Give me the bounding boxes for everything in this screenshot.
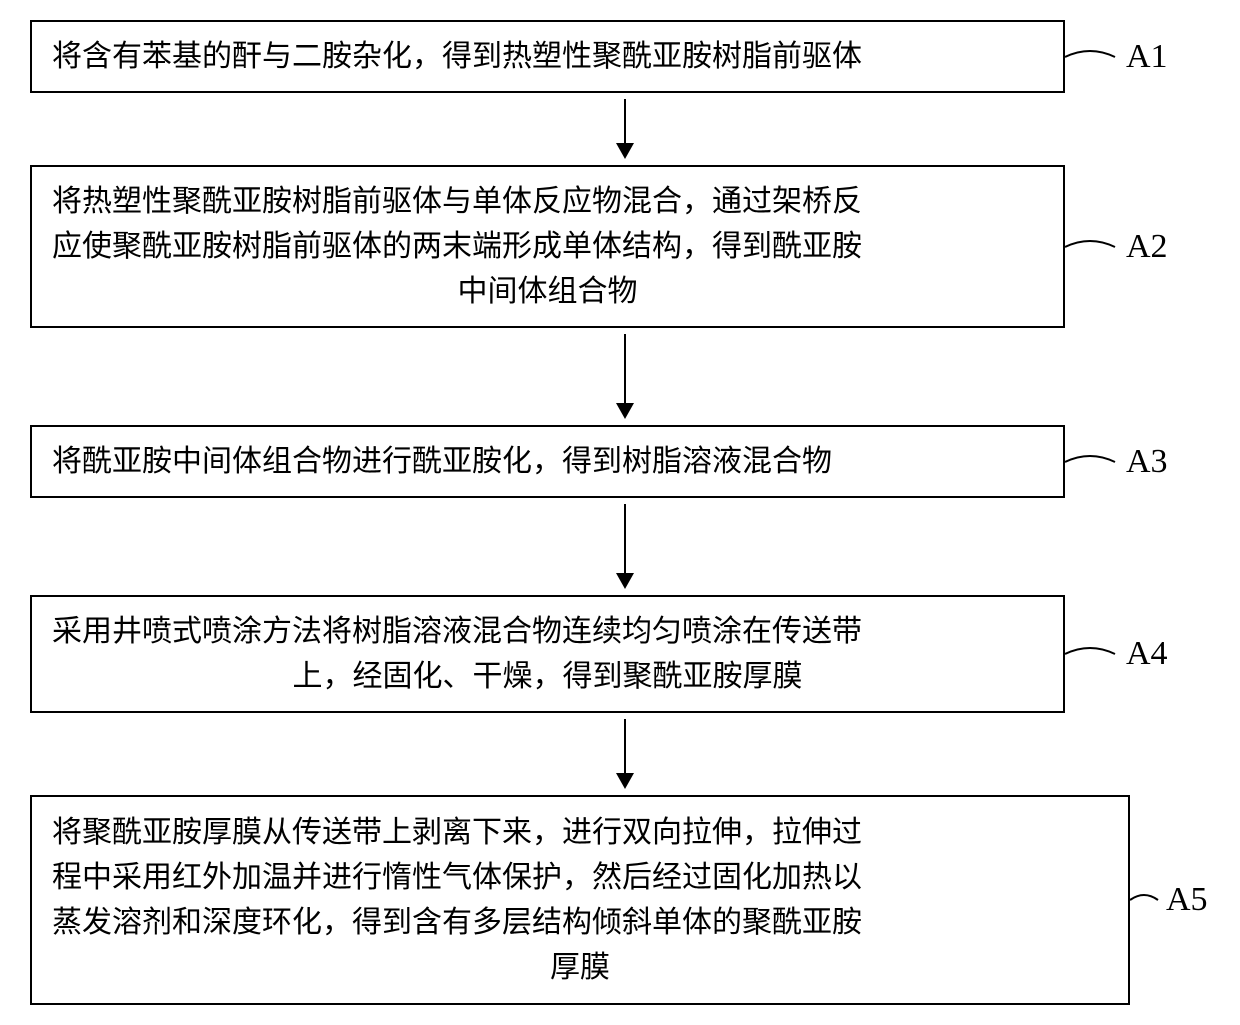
arrow-down-icon [609, 719, 641, 789]
step-text-a2: 将热塑性聚酰亚胺树脂前驱体与单体反应物混合，通过架桥反 应使聚酰亚胺树脂前驱体的… [52, 179, 1043, 314]
step-a5-line4: 厚膜 [52, 945, 1108, 990]
label-connector-a3: A3 [1065, 442, 1168, 482]
arrow-down-icon [609, 504, 641, 589]
step-box-a5: 将聚酰亚胺厚膜从传送带上剥离下来，进行双向拉伸，拉伸过 程中采用红外加温并进行惰… [30, 795, 1130, 1005]
step-text-a5: 将聚酰亚胺厚膜从传送带上剥离下来，进行双向拉伸，拉伸过 程中采用红外加温并进行惰… [52, 810, 1108, 990]
curve-line-a1 [1065, 37, 1120, 77]
step-a5-line1: 将聚酰亚胺厚膜从传送带上剥离下来，进行双向拉伸，拉伸过 [52, 810, 1108, 855]
arrow-a3-a4 [108, 498, 1143, 595]
step-text-a4: 采用井喷式喷涂方法将树脂溶液混合物连续均匀喷涂在传送带 上，经固化、干燥，得到聚… [52, 609, 1043, 699]
step-text-a3: 将酰亚胺中间体组合物进行酰亚胺化，得到树脂溶液混合物 [52, 439, 1043, 484]
arrow-a2-a3 [108, 328, 1143, 425]
flowchart-container: 将含有苯基的酐与二胺杂化，得到热塑性聚酰亚胺树脂前驱体 A1 将热塑性聚酰亚胺树… [30, 20, 1220, 1005]
step-text-a1: 将含有苯基的酐与二胺杂化，得到热塑性聚酰亚胺树脂前驱体 [52, 34, 1043, 79]
step-label-a4: A4 [1126, 635, 1168, 673]
step-box-a1: 将含有苯基的酐与二胺杂化，得到热塑性聚酰亚胺树脂前驱体 [30, 20, 1065, 93]
step-a2-line3: 中间体组合物 [52, 269, 1043, 314]
label-connector-a5: A5 [1130, 880, 1208, 920]
curve-line-a5 [1130, 880, 1160, 920]
arrow-a4-a5 [108, 713, 1143, 795]
step-row-a5: 将聚酰亚胺厚膜从传送带上剥离下来，进行双向拉伸，拉伸过 程中采用红外加温并进行惰… [30, 795, 1220, 1005]
curve-line-a3 [1065, 442, 1120, 482]
step-row-a3: 将酰亚胺中间体组合物进行酰亚胺化，得到树脂溶液混合物 A3 [30, 425, 1220, 498]
arrow-down-icon [609, 334, 641, 419]
step-a4-line1: 采用井喷式喷涂方法将树脂溶液混合物连续均匀喷涂在传送带 [52, 609, 1043, 654]
curve-line-a2 [1065, 227, 1120, 267]
step-a4-line2: 上，经固化、干燥，得到聚酰亚胺厚膜 [52, 654, 1043, 699]
label-connector-a1: A1 [1065, 37, 1168, 77]
step-box-a2: 将热塑性聚酰亚胺树脂前驱体与单体反应物混合，通过架桥反 应使聚酰亚胺树脂前驱体的… [30, 165, 1065, 328]
step-label-a1: A1 [1126, 38, 1168, 76]
step-a2-line1: 将热塑性聚酰亚胺树脂前驱体与单体反应物混合，通过架桥反 [52, 179, 1043, 224]
step-a5-line3: 蒸发溶剂和深度环化，得到含有多层结构倾斜单体的聚酰亚胺 [52, 900, 1108, 945]
step-box-a3: 将酰亚胺中间体组合物进行酰亚胺化，得到树脂溶液混合物 [30, 425, 1065, 498]
step-a2-line2: 应使聚酰亚胺树脂前驱体的两末端形成单体结构，得到酰亚胺 [52, 224, 1043, 269]
step-label-a2: A2 [1126, 228, 1168, 266]
step-a5-line2: 程中采用红外加温并进行惰性气体保护，然后经过固化加热以 [52, 855, 1108, 900]
step-row-a1: 将含有苯基的酐与二胺杂化，得到热塑性聚酰亚胺树脂前驱体 A1 [30, 20, 1220, 93]
label-connector-a4: A4 [1065, 634, 1168, 674]
step-row-a4: 采用井喷式喷涂方法将树脂溶液混合物连续均匀喷涂在传送带 上，经固化、干燥，得到聚… [30, 595, 1220, 713]
step-label-a3: A3 [1126, 443, 1168, 481]
curve-line-a4 [1065, 634, 1120, 674]
step-row-a2: 将热塑性聚酰亚胺树脂前驱体与单体反应物混合，通过架桥反 应使聚酰亚胺树脂前驱体的… [30, 165, 1220, 328]
step-box-a4: 采用井喷式喷涂方法将树脂溶液混合物连续均匀喷涂在传送带 上，经固化、干燥，得到聚… [30, 595, 1065, 713]
step-label-a5: A5 [1166, 881, 1208, 919]
arrow-a1-a2 [108, 93, 1143, 165]
arrow-down-icon [609, 99, 641, 159]
label-connector-a2: A2 [1065, 227, 1168, 267]
